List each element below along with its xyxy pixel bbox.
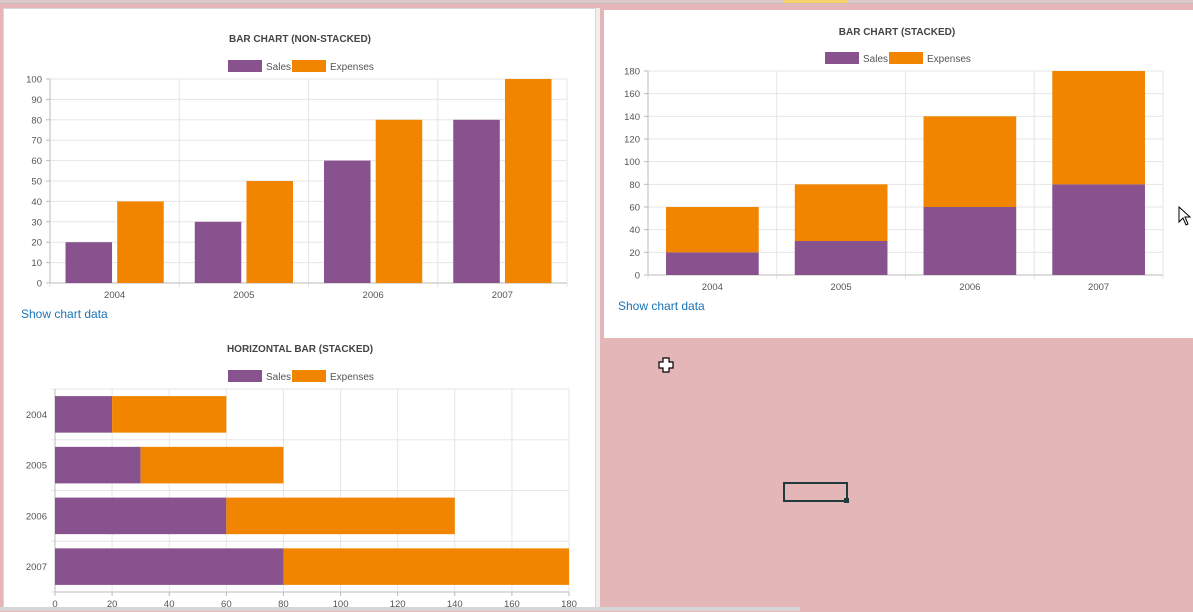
- bar-sales-2004: [55, 396, 113, 433]
- legend-label-sales: Sales: [863, 54, 888, 65]
- y-tick-label: 80: [31, 115, 42, 126]
- y-tick-label: 2006: [26, 511, 47, 522]
- bar-expenses-2005: [794, 184, 888, 241]
- chart-title: BAR CHART (NON-STACKED): [229, 34, 371, 45]
- y-tick-label: 140: [624, 112, 640, 123]
- horizontal-scrollbar[interactable]: [0, 607, 800, 611]
- bar-sales-2004: [666, 252, 759, 275]
- x-tick-label: 0: [52, 599, 57, 610]
- right-chart-panel: BAR CHART (STACKED) Sales Expenses 0 20 40 60 8…: [604, 10, 1193, 338]
- y-tick-label: 120: [624, 135, 640, 146]
- x-tick-label: 2004: [104, 290, 125, 301]
- x-tick-label: 2005: [831, 282, 852, 293]
- selected-cell[interactable]: [783, 482, 849, 503]
- bar-expenses-2004: [112, 396, 227, 433]
- bar-expenses-2005: [140, 446, 284, 484]
- x-tick-label: 2007: [492, 290, 513, 301]
- bar-expenses-2006: [375, 119, 423, 283]
- y-tick-label: 2004: [26, 410, 47, 421]
- bar-sales-2007: [1052, 184, 1145, 275]
- x-tick-label: 2006: [363, 290, 384, 301]
- y-tick-label: 60: [31, 156, 42, 167]
- x-tick-label: 180: [561, 599, 577, 610]
- bar-sales-2007: [453, 119, 500, 283]
- horizontal-bar-chart-stacked: HORIZONTAL BAR (STACKED) Sales Expenses 0 20…: [26, 344, 577, 610]
- x-tick-label: 20: [107, 599, 118, 610]
- x-tick-label: 80: [278, 599, 289, 610]
- fill-handle[interactable]: [844, 498, 849, 503]
- y-tick-label: 90: [31, 95, 42, 106]
- bar-sales-2006: [923, 207, 1017, 275]
- legend-swatch-expenses: [889, 52, 923, 64]
- spreadsheet-header-strip: [0, 0, 1193, 4]
- mouse-pointer-icon: [1178, 205, 1192, 231]
- y-tick-label: 40: [629, 225, 640, 236]
- bar-expenses-2006: [226, 497, 455, 535]
- y-tick-label: 80: [629, 180, 640, 191]
- x-tick-label: 40: [164, 599, 175, 610]
- bar-sales-2007: [55, 548, 284, 585]
- bar-sales-2006: [55, 497, 227, 535]
- x-tick-label: 60: [221, 599, 232, 610]
- y-tick-label: 2005: [26, 461, 47, 472]
- show-chart-data-link-1[interactable]: Show chart data: [21, 307, 108, 321]
- y-tick-label: 160: [624, 89, 640, 100]
- bar-expenses-2004: [666, 207, 759, 253]
- legend-label-sales: Sales: [266, 62, 291, 73]
- bar-chart-non-stacked: BAR CHART (NON-STACKED) Sales Expenses 0 10 2…: [26, 34, 568, 301]
- bar-sales-2004: [65, 242, 113, 283]
- left-chart-panel: BAR CHART (NON-STACKED) Sales Expenses 0 10 2…: [3, 8, 596, 611]
- bar-sales-2005: [55, 446, 141, 484]
- show-chart-data-link-2[interactable]: Show chart data: [618, 299, 705, 313]
- y-tick-label: 10: [31, 258, 42, 269]
- bar-expenses-2004: [117, 201, 164, 283]
- y-tick-label: 40: [31, 197, 42, 208]
- y-tick-label: 2007: [26, 562, 47, 573]
- bar-expenses-2006: [923, 116, 1017, 207]
- y-tick-label: 20: [629, 248, 640, 259]
- x-tick-label: 2005: [233, 290, 254, 301]
- chart-title: BAR CHART (STACKED): [839, 27, 955, 38]
- y-tick-label: 70: [31, 136, 42, 147]
- bar-expenses-2007: [504, 79, 552, 283]
- y-tick-label: 180: [624, 67, 640, 78]
- legend-label-expenses: Expenses: [330, 372, 374, 383]
- bar-chart-stacked: BAR CHART (STACKED) Sales Expenses 0 20 40 60 8…: [624, 27, 1164, 293]
- bar-expenses-2007: [1052, 71, 1145, 185]
- legend-swatch-sales: [825, 52, 859, 64]
- legend-label-expenses: Expenses: [330, 62, 374, 73]
- x-tick-label: 2007: [1088, 282, 1109, 293]
- x-tick-label: 140: [447, 599, 463, 610]
- legend-label-sales: Sales: [266, 372, 291, 383]
- legend-swatch-sales: [228, 60, 262, 72]
- legend-swatch-expenses: [292, 60, 326, 72]
- x-tick-label: 120: [390, 599, 406, 610]
- y-tick-label: 50: [31, 177, 42, 188]
- x-tick-label: 2006: [959, 282, 980, 293]
- legend-label-expenses: Expenses: [927, 54, 971, 65]
- chart-title: HORIZONTAL BAR (STACKED): [227, 344, 373, 355]
- bar-sales-2006: [324, 160, 371, 283]
- y-tick-label: 30: [31, 217, 42, 228]
- x-tick-label: 100: [333, 599, 349, 610]
- bar-sales-2005: [794, 241, 888, 275]
- legend-swatch-expenses: [292, 370, 326, 382]
- x-tick-label: 2004: [702, 282, 723, 293]
- y-tick-label: 100: [26, 75, 42, 86]
- bar-expenses-2007: [283, 548, 569, 585]
- bar-sales-2005: [194, 221, 242, 283]
- y-tick-label: 20: [31, 238, 42, 249]
- y-tick-label: 100: [624, 157, 640, 168]
- bar-expenses-2005: [246, 181, 293, 283]
- y-tick-label: 0: [635, 271, 640, 282]
- legend-swatch-sales: [228, 370, 262, 382]
- x-tick-label: 160: [504, 599, 520, 610]
- active-column-highlight: [784, 0, 848, 3]
- y-tick-label: 0: [37, 279, 42, 290]
- cell-cursor-cross-icon: [658, 357, 674, 378]
- panel-divider: [596, 8, 600, 611]
- y-tick-label: 60: [629, 203, 640, 214]
